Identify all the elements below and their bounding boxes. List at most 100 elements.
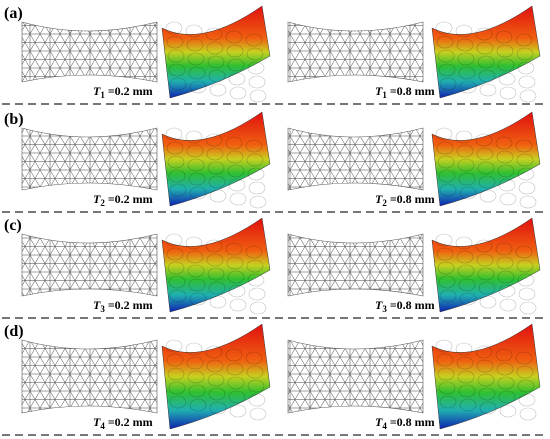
symbol: T <box>93 415 101 429</box>
cell <box>186 250 204 264</box>
subscript: 1 <box>382 90 387 100</box>
cell <box>245 245 263 259</box>
cell <box>246 153 264 167</box>
cell <box>515 351 533 365</box>
cell <box>437 367 455 381</box>
cell <box>209 83 227 97</box>
cell <box>247 273 265 287</box>
cell <box>475 239 493 253</box>
cell <box>439 395 457 409</box>
symbol: T <box>93 84 101 98</box>
cell <box>517 61 535 75</box>
cell <box>459 186 477 200</box>
cell <box>435 339 453 353</box>
subscript: 2 <box>100 198 105 208</box>
cell <box>208 69 226 83</box>
cell <box>438 169 456 183</box>
cell <box>458 384 476 398</box>
cell <box>479 401 497 415</box>
cell <box>169 77 187 91</box>
cell <box>456 38 474 52</box>
cell <box>499 86 517 100</box>
cell <box>455 130 473 144</box>
cell <box>455 24 473 38</box>
contour-render <box>161 323 271 430</box>
cell <box>229 404 247 418</box>
cell <box>168 381 186 395</box>
cell <box>165 233 183 247</box>
contour-render <box>161 111 271 207</box>
cell <box>437 155 455 169</box>
case: T1 =0.2 mm <box>21 5 271 103</box>
cell <box>227 376 245 390</box>
cell <box>477 55 495 69</box>
cell <box>225 136 243 150</box>
value: =0.8 mm <box>390 298 435 312</box>
cell <box>518 287 536 301</box>
cell <box>496 362 514 376</box>
cell <box>459 398 477 412</box>
cell <box>516 259 534 273</box>
cell <box>185 236 203 250</box>
cell <box>226 256 244 270</box>
cell <box>207 373 225 387</box>
value: =0.2 mm <box>108 84 153 98</box>
cell <box>208 175 226 189</box>
cell <box>517 379 535 393</box>
cell <box>165 21 183 35</box>
cell <box>438 381 456 395</box>
contour-render <box>431 217 541 313</box>
cell <box>229 192 247 206</box>
cell <box>207 55 225 69</box>
case: T2 =0.2 mm <box>21 111 271 209</box>
cell <box>459 292 477 306</box>
cell <box>439 183 457 197</box>
cell <box>206 147 224 161</box>
panel-label: (d) <box>4 323 24 340</box>
cell <box>225 242 243 256</box>
cell <box>438 275 456 289</box>
cell <box>475 27 493 41</box>
cell <box>478 387 496 401</box>
cell <box>458 278 476 292</box>
cell <box>497 58 515 72</box>
cell <box>185 24 203 38</box>
contour-render <box>161 5 271 99</box>
cell <box>476 41 494 55</box>
cell <box>455 236 473 250</box>
cell <box>519 195 537 209</box>
case: T4 =0.2 mm <box>21 323 271 431</box>
cell <box>206 359 224 373</box>
cell <box>497 270 515 284</box>
cell <box>206 41 224 55</box>
cell <box>439 289 457 303</box>
cell <box>496 256 514 270</box>
cell <box>248 75 266 89</box>
subscript: 2 <box>382 198 387 208</box>
cell <box>435 21 453 35</box>
cell <box>456 250 474 264</box>
cell <box>188 384 206 398</box>
cell <box>205 239 223 253</box>
cell <box>498 178 516 192</box>
cell <box>436 35 454 49</box>
case-label: T3 =0.2 mm <box>93 298 153 314</box>
subscript: 4 <box>100 421 105 431</box>
cell <box>435 127 453 141</box>
cell <box>209 401 227 415</box>
panel-label: (a) <box>4 5 23 22</box>
cell <box>168 63 186 77</box>
cell <box>225 348 243 362</box>
cell <box>439 77 457 91</box>
cell <box>478 69 496 83</box>
cell <box>165 127 183 141</box>
contour-render <box>431 5 541 99</box>
cell <box>459 80 477 94</box>
cell <box>188 172 206 186</box>
cell <box>515 245 533 259</box>
case: T1 =0.8 mm <box>287 5 541 103</box>
mesh <box>21 339 158 414</box>
contour-render <box>161 217 271 313</box>
mesh <box>287 339 424 414</box>
subscript: 4 <box>382 421 387 431</box>
